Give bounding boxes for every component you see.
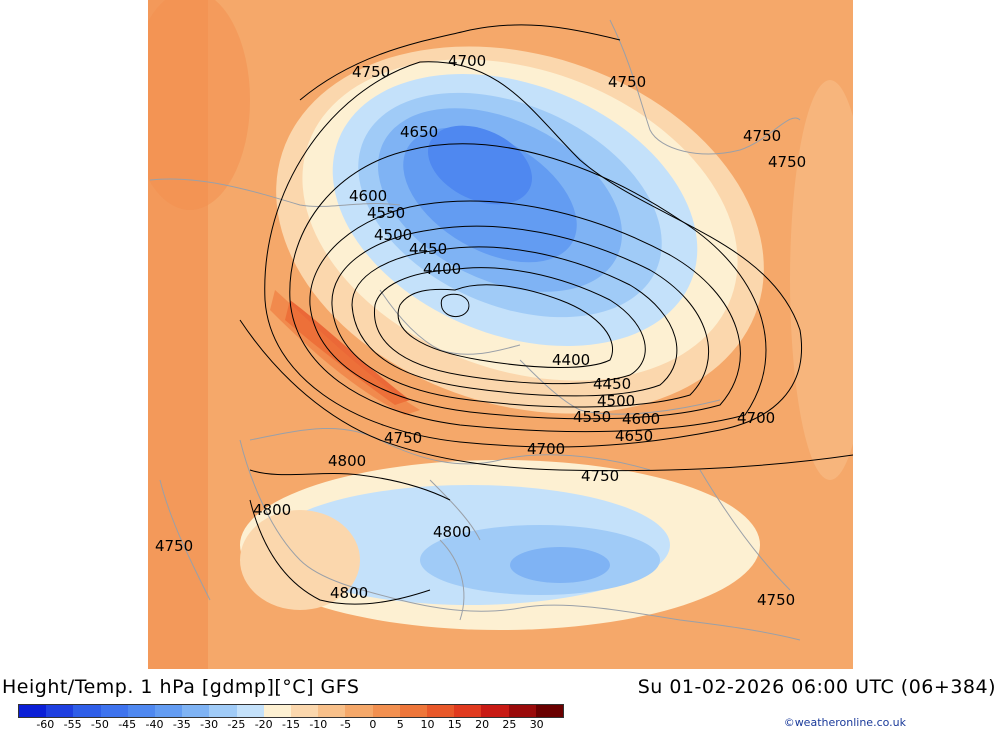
valid-time: Su 01-02-2026 06:00 UTC (06+384): [637, 676, 996, 698]
legend-swatch: [535, 705, 564, 717]
contour-label: 4750: [757, 591, 795, 609]
contour-label: 4650: [400, 123, 438, 141]
credit-link[interactable]: ©weatheronline.co.uk: [783, 716, 906, 729]
legend-swatch: [399, 705, 428, 717]
legend-swatch: [454, 705, 482, 717]
contour-label: 4750: [743, 127, 781, 145]
contour-label: 4800: [328, 452, 366, 470]
legend-swatch: [345, 705, 373, 717]
contour-4400: [397, 284, 613, 368]
legend-swatch: [427, 705, 455, 717]
warm-patch-northwest: [148, 0, 250, 210]
contour-label: 4650: [615, 427, 653, 445]
legend-tick-label: -45: [118, 718, 137, 731]
contour-label: 4400: [552, 351, 590, 369]
legend-swatch: [127, 705, 156, 717]
contour-label: 4700: [737, 409, 775, 427]
cold-zone-5: [428, 125, 532, 205]
contour-4700: [264, 61, 802, 448]
contour-4750-north: [299, 24, 621, 101]
south-cold-zone-3: [510, 547, 610, 583]
legend-tick-label: 25: [502, 718, 517, 731]
contour-label: 4450: [409, 240, 447, 258]
chart-title: Height/Temp. 1 hPa [gdmp][°C] GFS: [2, 676, 360, 698]
contour-label: 4600: [622, 410, 660, 428]
legend-swatch: [19, 705, 47, 717]
contour-label: 4700: [527, 440, 565, 458]
contour-label: 4550: [573, 408, 611, 426]
contour-label: 4750: [768, 153, 806, 171]
legend-tick-label: 15: [447, 718, 462, 731]
contour-4400-core: [440, 293, 470, 317]
legend-swatch: [372, 705, 400, 717]
legend-tick-label: 0: [369, 718, 377, 731]
contour-4800-south: [249, 469, 451, 501]
legend-tick-label: 30: [529, 718, 544, 731]
contour-label: 4800: [253, 501, 291, 519]
legend-tick-label: -35: [172, 718, 191, 731]
contour-4600: [309, 200, 741, 420]
legend-tick-label: -10: [309, 718, 328, 731]
contour-4800-west: [249, 499, 431, 605]
contour-label: 4750: [608, 73, 646, 91]
legend-swatch: [236, 705, 264, 717]
legend-tick-label: -25: [227, 718, 246, 731]
legend-tick-label: -20: [254, 718, 273, 731]
contour-4450: [373, 267, 646, 385]
contour-4650: [289, 143, 767, 433]
warm-tongue: [285, 300, 410, 405]
legend-tick-label: -50: [90, 718, 109, 731]
height-contours: [239, 24, 853, 605]
legend-swatch: [100, 705, 128, 717]
contour-label: 4400: [423, 260, 461, 278]
legend-swatch: [263, 705, 292, 717]
coastlines: [149, 19, 801, 641]
contour-label: 4600: [349, 187, 387, 205]
legend-swatch: [155, 705, 183, 717]
contour-4500: [351, 246, 678, 397]
legend-swatch: [46, 705, 74, 717]
contour-label: 4750: [155, 537, 193, 555]
warm-tongue-edge: [270, 290, 420, 415]
legend-swatch: [481, 705, 509, 717]
contour-4750-south: [239, 319, 853, 472]
legend-tick-label: -60: [36, 718, 55, 731]
legend-swatch: [508, 705, 536, 717]
contour-label: 4750: [352, 63, 390, 81]
contour-label: 4500: [597, 392, 635, 410]
contour-label: 4800: [330, 584, 368, 602]
warm-patch-east: [790, 80, 853, 480]
legend-swatch: [291, 705, 319, 717]
legend-tick-label: -30: [200, 718, 219, 731]
contour-label: 4450: [593, 375, 631, 393]
legend-ticks: -60 -55 -50 -45 -40 -35 -30 -25 -20 -15 -10 -5 0 5 10 1…: [18, 718, 564, 732]
legend-swatch: [318, 705, 346, 717]
contour-label: 4700: [448, 52, 486, 70]
contour-4550: [331, 225, 710, 408]
legend-tick-label: 10: [420, 718, 435, 731]
contour-label: 4750: [384, 429, 422, 447]
legend-swatch: [182, 705, 210, 717]
legend-tick-label: -55: [63, 718, 82, 731]
legend-tick-label: -5: [340, 718, 352, 731]
legend-swatch: [73, 705, 101, 717]
legend-tick-label: 20: [475, 718, 490, 731]
contour-label: 4800: [433, 523, 471, 541]
legend-tick-label: -15: [282, 718, 300, 731]
contour-labels: 4750 4700 4750 4750 4750 4650 4600 4550 …: [155, 52, 806, 609]
legend-swatch: [209, 705, 237, 717]
contour-label: 4500: [374, 226, 412, 244]
color-legend: [18, 704, 564, 718]
contour-label: 4550: [367, 204, 405, 222]
contour-label: 4750: [581, 467, 619, 485]
legend-tick-label: -40: [145, 718, 164, 731]
legend-tick-label: 5: [396, 718, 404, 731]
